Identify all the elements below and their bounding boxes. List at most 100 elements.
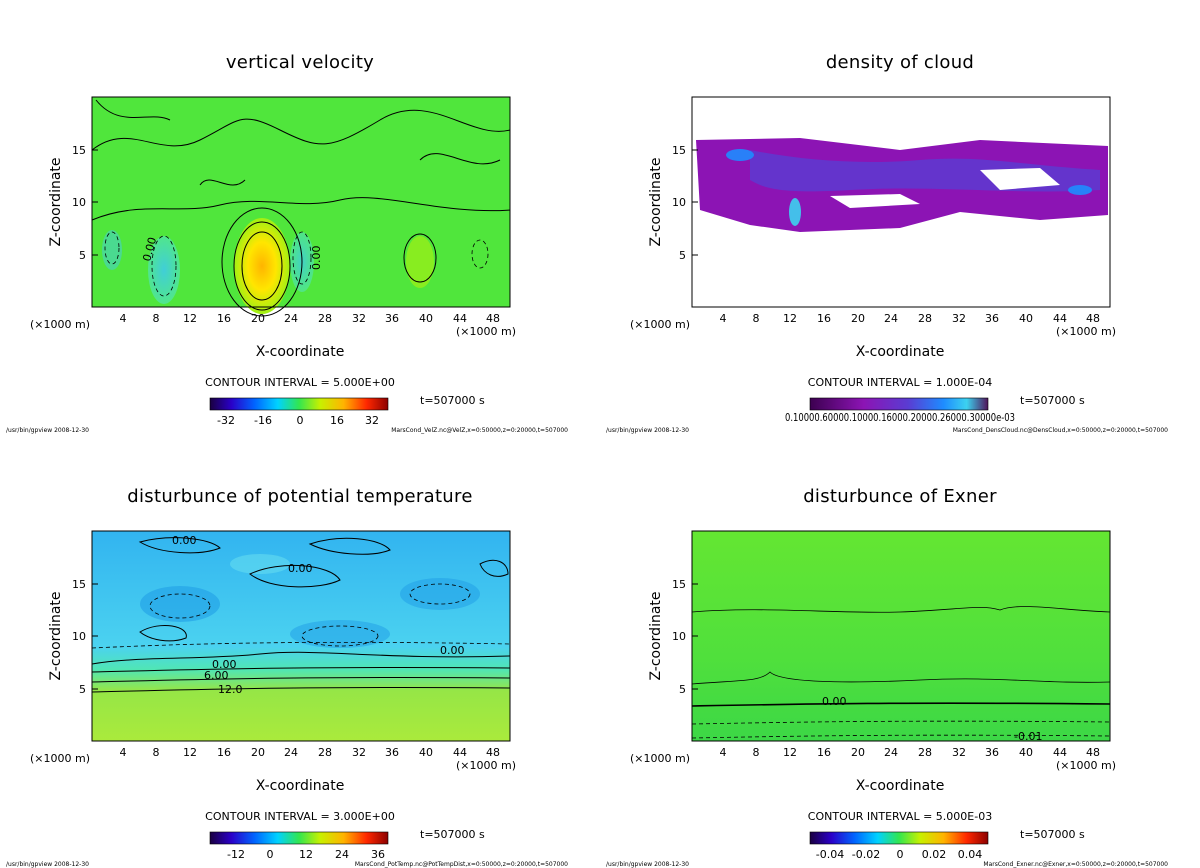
plot-area: 0.00 0.00 0.00 0.00 6.00 12.0 xyxy=(91,530,511,742)
chart-text: 4 xyxy=(720,312,727,325)
chart-text: 8 xyxy=(153,746,160,759)
chart-text: 10 xyxy=(672,196,686,209)
chart-text: 24 xyxy=(884,312,898,325)
chart-text: 5 xyxy=(79,683,86,696)
contour-interval: CONTOUR INTERVAL = 5.000E+00 xyxy=(205,376,395,389)
contour-shape xyxy=(691,606,1111,613)
x-tick-label: 44 xyxy=(453,312,467,325)
chart-text: 0.00 xyxy=(822,695,847,708)
contour-lines xyxy=(691,606,1111,685)
contour-interval: CONTOUR INTERVAL = 3.000E+00 xyxy=(205,810,395,823)
chart-text: 20 xyxy=(251,746,265,759)
chart-text: 24 xyxy=(335,848,349,861)
contour-shape xyxy=(471,239,489,269)
colorbar xyxy=(809,831,989,845)
chart-svg-density-of-cloud: density of cloud 5 10 15 Z-coordinate 4 … xyxy=(606,52,1168,434)
colorbar-ticks: -32 -16 0 16 32 xyxy=(217,414,379,427)
x-tick-label: 48 xyxy=(486,312,500,325)
negative-contour-lines xyxy=(104,231,489,297)
footer-left: /usr/bin/gpview 2008-12-30 xyxy=(606,427,689,434)
chart-svg-exner: disturbunce of Exner 0.00 -0.01 5 10 15 … xyxy=(606,486,1168,868)
x-axis: 4 8 12 16 20 24 28 32 36 40 44 48 (×1000… xyxy=(30,312,516,360)
updraft-region xyxy=(406,236,434,288)
contour-shape xyxy=(138,537,221,554)
contour-shape xyxy=(400,578,480,610)
cloud-gap xyxy=(980,168,1060,190)
x-axis: 4 8 12 16 20 24 28 32 36 40 44 48 (×1000… xyxy=(30,746,516,794)
contour-shape xyxy=(230,554,290,574)
panel-potential-temperature: disturbunce of potential temperature xyxy=(0,434,600,868)
time-label: t=507000 s xyxy=(1020,828,1085,841)
chart-text: 28 xyxy=(318,746,332,759)
chart-text: 44 xyxy=(1053,746,1067,759)
x-axis-label: X-coordinate xyxy=(256,778,345,794)
chart-text: 36 xyxy=(985,312,999,325)
x-unit-label: (×1000 m) xyxy=(30,318,90,331)
chart-text: 28 xyxy=(918,746,932,759)
chart-title: vertical velocity xyxy=(226,52,374,73)
y-tick-label: 5 xyxy=(79,249,86,262)
contour-shape xyxy=(140,586,220,622)
contour-shape xyxy=(91,686,511,693)
chart-text: 16 xyxy=(330,414,344,427)
contour-shape xyxy=(139,625,187,642)
chart-text: 12.0 xyxy=(218,683,243,696)
chart-svg-vertical-velocity: vertical velocity xyxy=(6,52,568,434)
contour-lines xyxy=(91,537,511,693)
colorbar-ticks: -12 0 12 24 36 xyxy=(227,848,385,861)
chart-text: -0.02 xyxy=(852,848,880,861)
panel-exner: disturbunce of Exner 0.00 -0.01 5 10 15 … xyxy=(600,434,1200,868)
contour-shape xyxy=(199,179,246,186)
chart-text: 12 xyxy=(783,746,797,759)
chart-text: 5 xyxy=(679,683,686,696)
chart-text: 15 xyxy=(72,578,86,591)
contour-shape xyxy=(91,109,511,151)
chart-text: 12 xyxy=(299,848,313,861)
plot-area: 0.00 0.00 xyxy=(91,96,511,317)
chart-text: 15 xyxy=(672,578,686,591)
x-tick-label: 32 xyxy=(352,312,366,325)
chart-text: 16 xyxy=(817,746,831,759)
chart-text: 12 xyxy=(183,746,197,759)
x-axis-label: X-coordinate xyxy=(256,344,345,360)
chart-text: 32 xyxy=(365,414,379,427)
chart-text: 20 xyxy=(851,312,865,325)
footer-right: MarsCond_PotTemp.nc@PotTempDist,x=0:5000… xyxy=(355,861,568,868)
contour-lines xyxy=(91,99,511,317)
chart-text: 0.00 xyxy=(288,562,313,575)
chart-text: 24 xyxy=(284,746,298,759)
chart-text: 48 xyxy=(1086,312,1100,325)
contour-shape xyxy=(403,233,437,283)
chart-text: 20 xyxy=(851,746,865,759)
contour-interval: CONTOUR INTERVAL = 5.000E-03 xyxy=(808,810,992,823)
chart-text: 6.00 xyxy=(204,669,229,682)
chart-text: -0.04 xyxy=(816,848,844,861)
x-unit-label-right: (×1000 m) xyxy=(456,325,516,338)
y-axis: 5 10 15 Z-coordinate xyxy=(48,578,98,696)
contour-shape xyxy=(104,231,120,265)
time-label: t=507000 s xyxy=(420,828,485,841)
zero-contour xyxy=(691,702,1111,707)
chart-text: 40 xyxy=(419,746,433,759)
chart-text: 24 xyxy=(884,746,898,759)
colorbar-ticks: 0.10000.60000.10000.16000.20000.26000.30… xyxy=(785,411,1015,424)
chart-title: density of cloud xyxy=(826,52,974,73)
chart-text: 4 xyxy=(120,746,127,759)
y-axis-label: Z-coordinate xyxy=(48,591,64,680)
plot-area xyxy=(691,96,1111,308)
y-axis-label: Z-coordinate xyxy=(648,591,664,680)
contour-shape xyxy=(149,593,211,619)
chart-text: (×1000 m) xyxy=(1056,325,1116,338)
chart-text: 10 xyxy=(672,630,686,643)
chart-text: 8 xyxy=(753,746,760,759)
x-tick-label: 36 xyxy=(385,312,399,325)
contour-shape xyxy=(91,676,511,683)
contour-shape xyxy=(691,671,1111,685)
chart-text: -16 xyxy=(254,414,272,427)
chart-text: 36 xyxy=(371,848,385,861)
chart-text: 44 xyxy=(453,746,467,759)
time-label: t=507000 s xyxy=(1020,394,1085,407)
chart-text: 15 xyxy=(672,144,686,157)
chart-text: 48 xyxy=(486,746,500,759)
chart-text: 0.02 xyxy=(922,848,947,861)
